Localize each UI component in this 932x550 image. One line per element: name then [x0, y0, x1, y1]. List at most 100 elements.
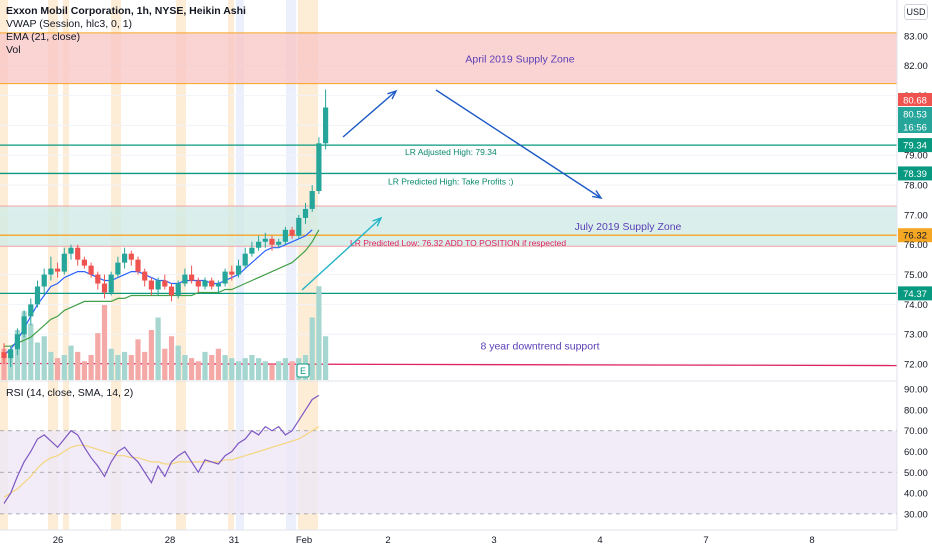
volume-bar [41, 336, 47, 380]
level-tag-text: 78.39 [903, 169, 927, 180]
candle-body [242, 253, 248, 266]
candles [1, 89, 329, 368]
volume-bar [316, 286, 322, 380]
session-band [236, 0, 244, 530]
candle-body [61, 253, 67, 272]
level-tag [898, 166, 932, 181]
time-tick: Feb [296, 535, 312, 546]
candle-body [128, 253, 134, 260]
candle-body [48, 268, 54, 275]
candle-body [41, 274, 47, 287]
level-lines: LR Adjusted High: 79.34 79.34 LR Predicted… [0, 138, 932, 367]
time-tick: 26 [53, 535, 64, 546]
arrow-up-blue-head [387, 89, 398, 100]
vol-legend[interactable]: Vol [6, 44, 21, 56]
candle-body [148, 280, 154, 290]
volume-bar [101, 305, 108, 380]
candle-body [108, 274, 114, 293]
candle-body [28, 304, 34, 317]
volume-bar [61, 355, 67, 380]
candle-body [276, 241, 282, 245]
time-tick: 28 [165, 535, 176, 546]
volume-bar [28, 323, 34, 380]
candle-body [269, 238, 275, 245]
price-tick: 76.00 [904, 240, 928, 251]
session-band [0, 0, 8, 530]
candle-body [101, 283, 108, 293]
grid [0, 35, 897, 365]
arrow-up-blue [342, 90, 397, 138]
candle-body [168, 286, 175, 296]
candle-body [135, 259, 141, 272]
rsi-line [3, 394, 320, 504]
candle-body [249, 247, 255, 254]
volume-bars: E [1, 286, 329, 380]
volume-bar [262, 361, 268, 380]
arrow-down-blue-head [592, 190, 603, 199]
candle-body [8, 349, 14, 359]
last-price-tag-text: 80.53 [903, 110, 927, 121]
candle-body [302, 208, 309, 218]
session-band [298, 0, 310, 530]
session-band [228, 0, 234, 530]
volume-bar [108, 348, 114, 380]
candle-body [122, 253, 128, 263]
volume-bar [128, 355, 134, 380]
earnings-marker-text: E [300, 366, 306, 376]
rsi-tick: 60.00 [904, 447, 928, 458]
level-tag [898, 138, 932, 153]
orange-level-label: LR Predicted Low: 76.32 ADD TO POSITION … [350, 238, 566, 248]
rsi-legend[interactable]: RSI (14, close, SMA, 14, 2) [6, 387, 134, 399]
rsi-tick: 40.00 [904, 489, 928, 500]
time-tick: 3 [491, 535, 496, 546]
supply-zone [0, 205, 897, 247]
volume-bar [202, 351, 208, 380]
time-tick: 7 [703, 535, 708, 546]
volume-bar [269, 364, 275, 380]
symbol-title[interactable]: Exxon Mobil Corporation, 1h, NYSE, Heiki… [6, 5, 246, 17]
session-band [310, 0, 318, 530]
candle-body [175, 283, 181, 296]
price-tick: 82.00 [904, 61, 928, 72]
annotations [301, 89, 603, 291]
candle-body [34, 286, 41, 305]
volume-bar [249, 355, 255, 380]
candle-body [323, 107, 329, 144]
last-price-tag-text: 16:56 [903, 123, 927, 134]
earnings-marker [296, 363, 310, 378]
orange-level-tag [898, 228, 932, 243]
volume-bar [222, 355, 228, 380]
volume-bar [229, 358, 235, 380]
volume-bar [8, 355, 14, 380]
volume-bar [323, 336, 329, 380]
vwap-legend[interactable]: VWAP (Session, hlc3, 0, 1) [6, 18, 133, 30]
price-tick: 72.00 [904, 360, 928, 371]
candle-body [202, 280, 208, 287]
rsi-ma-line [3, 426, 320, 498]
candle-body [88, 265, 94, 275]
currency-button[interactable]: USD [904, 4, 928, 20]
volume-bar [155, 317, 161, 380]
arrow-down-blue [435, 89, 602, 199]
time-tick: 8 [809, 535, 814, 546]
ema-legend[interactable]: EMA (21, close) [6, 31, 81, 43]
candle-body [222, 271, 228, 284]
volume-bar [276, 361, 282, 380]
level-label: LR Adjusted High: 79.34 [405, 147, 497, 157]
price-axis: 72.00 73.00 74.00 75.00 76.00 77.00 78.00 79.00… [896, 0, 932, 530]
volume-bar [282, 358, 288, 380]
price-tick: 83.00 [904, 31, 928, 42]
support-label: 8 year downtrend support [480, 340, 599, 352]
volume-bar [162, 348, 168, 380]
volume-bar [68, 345, 74, 380]
price-tick: 75.00 [904, 270, 928, 281]
session-band [176, 0, 186, 530]
volume-bar [182, 355, 188, 380]
zone-label: July 2019 Supply Zone [575, 221, 682, 233]
volume-bar [135, 339, 141, 380]
supply-zone [0, 32, 897, 84]
volume-bar [1, 348, 7, 380]
candle-body [282, 229, 288, 242]
volume-bar [209, 355, 215, 380]
level-tag [898, 286, 932, 301]
